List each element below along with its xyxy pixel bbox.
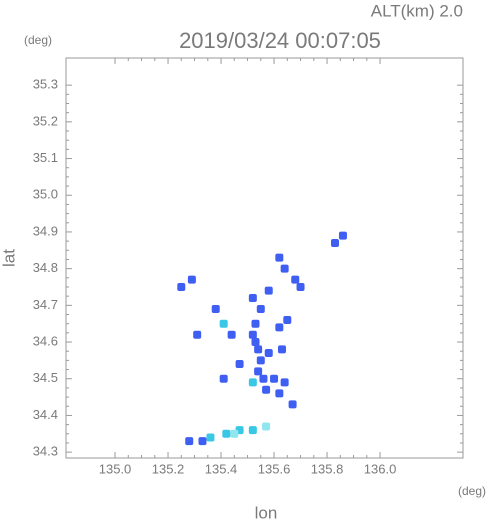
echo-cell [275,323,284,332]
echo-cell [288,400,297,409]
echo-cell [198,437,207,446]
echo-cell [248,378,257,387]
echo-cell [235,360,244,369]
x-unit: (deg) [458,484,486,498]
plot-frame [65,57,464,459]
y-tick-label: 35.3 [33,77,58,92]
echo-cell [219,374,228,383]
echo-cell [256,356,265,365]
echo-cell [211,305,220,314]
y-tick-label: 35.0 [33,187,58,202]
echo-cell [338,231,347,240]
echo-cell [248,294,257,302]
echo-cell [193,330,202,339]
y-tick-label: 34.5 [33,370,58,385]
x-tick-label: 135.2 [152,461,185,476]
y-tick-label: 34.9 [33,223,58,238]
echo-cell [280,264,289,273]
echo-cell [219,319,228,328]
y-unit: (deg) [24,33,52,47]
echo-cell [248,426,257,435]
echo-cell [256,305,265,314]
echo-cell [259,374,268,383]
echo-cell [275,253,284,262]
echo-cell [264,349,273,358]
y-tick-label: 34.7 [33,297,58,312]
x-axis-label: lon [255,503,278,521]
echo-cell [177,282,186,291]
x-tick-label: 135.4 [205,461,238,476]
echo-cell [264,286,273,295]
y-tick-label: 34.3 [33,444,58,459]
echo-cell [251,319,260,328]
echo-cell [262,422,271,431]
y-tick-label: 35.1 [33,150,58,165]
y-tick-label: 34.4 [33,407,58,422]
echo-cell [227,330,236,339]
x-tick-label: 136.0 [364,461,397,476]
echo-cell [277,345,286,354]
x-tick-label: 135.0 [99,461,132,476]
echo-cell [283,316,292,325]
y-tick-label: 35.2 [33,113,58,128]
echo-cell [280,378,289,387]
echo-cell [254,367,263,376]
x-tick-label: 135.8 [311,461,344,476]
chart-title: 2019/03/24 00:07:05 [179,28,381,53]
echo-cell [262,385,271,394]
echo-cell [270,374,279,383]
echo-cell [230,429,239,438]
echo-cell [206,433,215,442]
x-tick-label: 135.6 [258,461,291,476]
y-tick-label: 34.6 [33,333,58,348]
echo-cell [254,345,263,354]
echo-cell [291,275,300,284]
echo-cell [251,338,260,347]
echo-cell [222,429,231,438]
echo-cell [296,282,305,291]
echo-cell [185,437,194,446]
echo-cell [330,238,339,247]
y-axis-label: lat [0,249,18,267]
echo-cell [248,330,257,339]
y-tick-label: 34.8 [33,260,58,275]
echo-cell [187,275,196,284]
echo-cell [275,389,284,398]
altitude-label: ALT(km) 2.0 [371,1,463,20]
